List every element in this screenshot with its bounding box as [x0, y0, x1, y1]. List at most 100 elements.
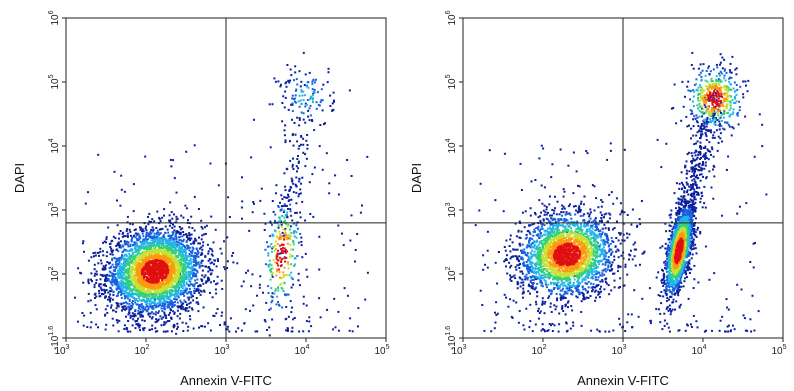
event-point [699, 201, 702, 204]
event-point [201, 274, 204, 277]
event-point [298, 177, 301, 180]
event-point [158, 248, 161, 251]
event-point [274, 244, 277, 247]
event-point [268, 308, 271, 311]
event-point [316, 91, 319, 94]
event-point [270, 270, 273, 273]
event-point [267, 264, 270, 266]
event-point [300, 236, 303, 239]
event-point [249, 309, 251, 312]
event-point [99, 278, 102, 281]
event-point [169, 298, 171, 301]
event-point [657, 294, 660, 297]
event-point [155, 294, 158, 296]
event-point [590, 329, 593, 332]
event-point [133, 229, 136, 232]
event-point [730, 134, 733, 137]
event-point [188, 287, 191, 290]
event-point [695, 252, 698, 255]
event-point [631, 258, 634, 261]
event-point [179, 251, 182, 254]
event-point [147, 279, 150, 281]
event-point [309, 97, 312, 100]
event-point [120, 246, 123, 249]
event-point [537, 317, 540, 320]
event-point [99, 250, 102, 253]
event-point [546, 330, 549, 332]
event-point [185, 241, 188, 243]
event-point [287, 236, 289, 239]
event-point [189, 318, 192, 321]
event-point [108, 274, 111, 277]
event-point [180, 240, 183, 243]
event-point [550, 324, 552, 327]
event-point [307, 109, 310, 112]
event-point [145, 266, 148, 269]
event-point [169, 265, 172, 268]
event-point [135, 280, 138, 283]
event-point [173, 289, 176, 292]
event-point [95, 308, 98, 311]
event-point [186, 307, 189, 310]
event-point [547, 297, 550, 300]
event-point [166, 290, 169, 293]
event-point [364, 298, 367, 301]
event-point [213, 280, 215, 283]
event-point [177, 243, 180, 246]
event-point [202, 282, 205, 285]
event-point [188, 280, 191, 283]
event-point [93, 251, 96, 254]
event-point [288, 190, 291, 192]
event-point [144, 268, 147, 271]
event-point [621, 209, 624, 212]
event-point [289, 300, 292, 303]
event-point [138, 226, 141, 229]
event-point [152, 312, 155, 315]
event-point [498, 251, 500, 253]
event-point [126, 228, 129, 231]
event-point [121, 309, 123, 312]
event-point [153, 260, 156, 263]
event-point [184, 309, 187, 312]
event-point [263, 212, 266, 215]
event-point [346, 294, 349, 297]
event-point [291, 118, 293, 121]
event-point [99, 283, 102, 286]
event-point [179, 293, 182, 296]
event-point [164, 314, 167, 317]
event-point [102, 241, 105, 244]
event-point [690, 183, 692, 186]
event-point [329, 94, 332, 97]
event-point [284, 294, 287, 297]
event-point [284, 90, 287, 93]
event-point [282, 228, 285, 231]
event-point [154, 251, 157, 254]
event-point [689, 194, 692, 197]
event-point [223, 266, 226, 269]
event-point [215, 265, 218, 268]
event-point [134, 314, 137, 317]
event-point [142, 230, 145, 233]
event-point [163, 208, 166, 211]
event-point [152, 297, 155, 300]
event-point [87, 259, 90, 262]
event-point [704, 164, 707, 167]
event-point [300, 80, 303, 83]
event-point [182, 245, 185, 248]
event-point [110, 290, 113, 293]
event-point [133, 241, 136, 244]
event-point [99, 273, 102, 276]
event-point [115, 302, 118, 304]
event-point [169, 235, 172, 238]
event-point [302, 302, 305, 305]
event-point [134, 299, 137, 302]
event-point [87, 292, 90, 295]
event-point [167, 295, 170, 298]
event-point [195, 282, 198, 284]
event-point [263, 229, 266, 231]
event-point [686, 276, 688, 279]
event-point [521, 292, 524, 295]
event-point [131, 303, 134, 306]
event-point [688, 266, 691, 269]
event-point [128, 252, 131, 255]
